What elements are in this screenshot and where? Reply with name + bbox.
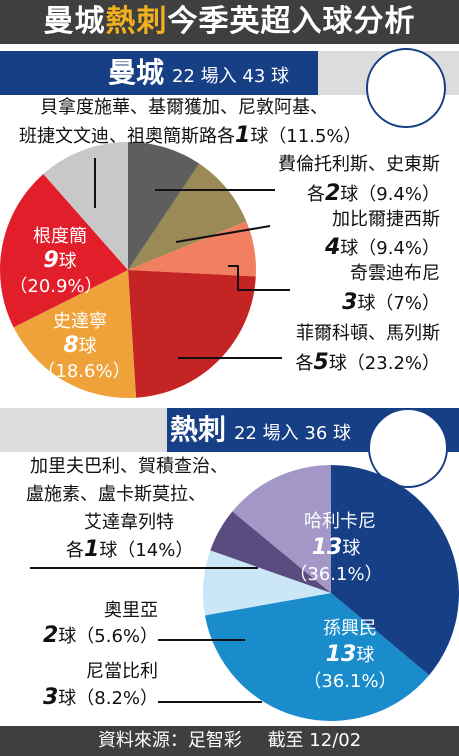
- sp-aurier-stat: 2球（5.6%）: [43, 623, 158, 648]
- sp-lamela-stat: 3球（8.2%）: [43, 685, 158, 710]
- spurs-summary: 22 場入 36 球: [234, 423, 351, 444]
- sp-others-line2: 盧施素、盧卡斯莫拉、: [26, 484, 206, 505]
- mc-s6-name: 根度簡: [33, 226, 87, 247]
- mc-s3-line2: 3球（7%）: [342, 290, 440, 315]
- mc-s3-line1: 奇雲迪布尼: [350, 263, 440, 284]
- spurs-slice-2: [203, 550, 331, 616]
- mancity-slice-2: [128, 221, 257, 277]
- sp-son-pct: （36.1%）: [303, 671, 396, 692]
- mc-s4-line2: 各5球（23.2%）: [296, 350, 441, 375]
- spurs-badge-circle: [368, 408, 448, 488]
- mc-s6-pct: （20.9%）: [9, 276, 102, 297]
- title-rest: 今季英超入球分析: [167, 4, 416, 39]
- mancity-header-label: 曼城 22 場入 43 球: [108, 51, 289, 95]
- sp-others-line3: 艾達韋列特: [84, 512, 174, 533]
- mc-s2-line1: 加比爾捷西斯: [332, 209, 440, 230]
- mancity-badge-circle: [366, 48, 446, 128]
- spurs-header-label: 熱刺 22 場入 36 球: [170, 408, 351, 452]
- mc-s6-goals: 9球: [43, 248, 76, 273]
- title-team-1: 曼城: [43, 4, 106, 39]
- charts-svg: 貝拿度施華、基爾獲加、尼敦阿基、 班捷文文迪、祖奧簡斯路各1球（11.5%） 費…: [0, 96, 459, 721]
- spurs-team-name: 熱刺: [170, 413, 227, 446]
- sp-kane-pct: （36.1%）: [289, 564, 382, 585]
- mancity-header-dark: [0, 51, 318, 95]
- spurs-slice-0: [331, 465, 459, 676]
- footer: 資料來源：足智彩 截至 12/02: [0, 726, 459, 756]
- mc-s2-line2: 4球（9.4%）: [324, 235, 440, 260]
- mancity-pie: [0, 142, 257, 399]
- mancity-slice-0: [128, 142, 200, 270]
- mancity-team-name: 曼城: [108, 56, 165, 89]
- sp-others-line1: 加里夫巴利、賀積查治、: [30, 456, 228, 477]
- mc-s5-goals: 8球: [63, 333, 96, 358]
- footer-date: 截至 12/02: [267, 730, 362, 751]
- sp-others-line4: 各1球（14%）: [66, 537, 193, 562]
- page-title: 曼城熱刺今季英超入球分析: [0, 0, 459, 44]
- spurs-slice-4: [232, 464, 331, 593]
- mancity-slice-6: [43, 142, 128, 270]
- sp-lamela-name: 尼當比利: [86, 661, 158, 682]
- title-team-2: 熱刺: [105, 4, 168, 39]
- mc-s5-pct: （18.6%）: [37, 361, 130, 382]
- mc-leader-s3: [228, 265, 290, 291]
- footer-source: 資料來源：足智彩: [97, 730, 242, 751]
- mancity-slice-3: [128, 270, 256, 398]
- sp-aurier-name: 奧里亞: [104, 600, 158, 621]
- mc-s1-line1: 費倫托利斯、史東斯: [278, 154, 440, 175]
- mc-s1-line2: 各2球（9.4%）: [307, 181, 440, 206]
- sp-kane-goals: 13球: [312, 535, 361, 560]
- sp-kane-name: 哈利卡尼: [304, 511, 376, 532]
- mc-leader-s2: [175, 225, 271, 243]
- mc-s4-line1: 菲爾科頓、馬列斯: [296, 323, 440, 344]
- title-bar: 曼城熱刺今季英超入球分析: [0, 0, 459, 44]
- sp-son-name: 孫興民: [323, 618, 377, 639]
- spurs-pie: [203, 464, 459, 721]
- mc-s5-name: 史達寧: [53, 311, 107, 332]
- mc-others-line2: 班捷文文迪、祖奧簡斯路各1球（11.5%）: [19, 123, 362, 148]
- mancity-slice-4: [13, 270, 137, 399]
- spurs-slice-1: [204, 593, 430, 721]
- mancity-summary: 22 場入 43 球: [172, 66, 289, 87]
- spurs-slice-3: [210, 511, 331, 593]
- mc-others-line1: 貝拿度施華、基爾獲加、尼敦阿基、: [40, 96, 328, 118]
- sp-son-goals: 13球: [326, 642, 375, 667]
- mancity-slice-5: [0, 173, 129, 328]
